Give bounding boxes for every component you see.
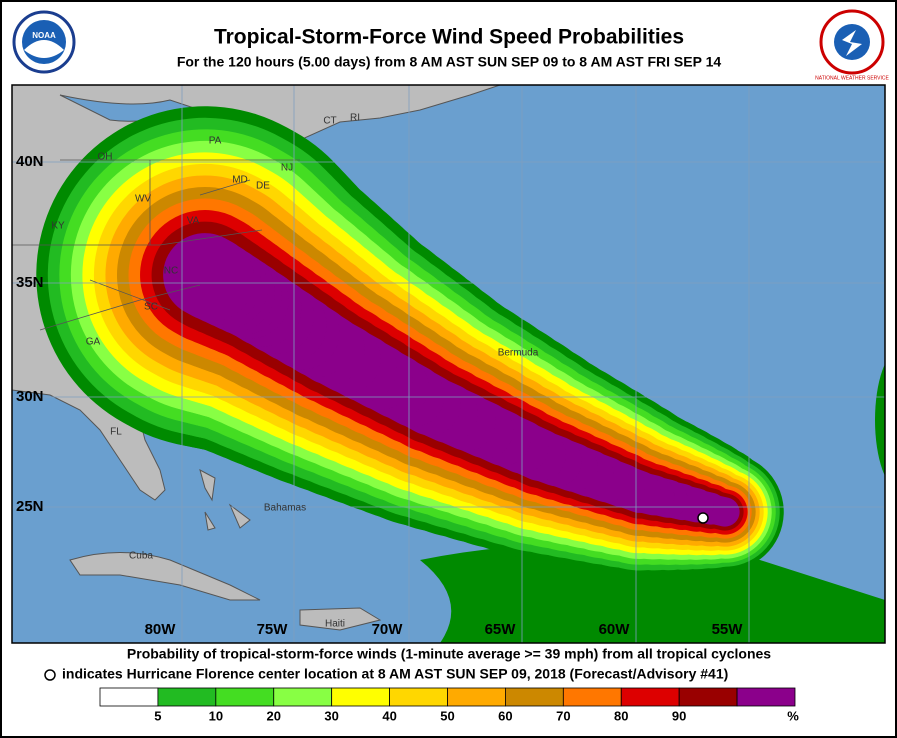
legend-tick: 5 xyxy=(154,708,161,723)
place-label: OH xyxy=(98,152,113,163)
place-label: DE xyxy=(256,181,270,192)
lon-label: 70W xyxy=(372,621,404,638)
place-labels: OH PA CT RI NJ MD DE WV VA KY NC SC GA FL Bermuda Baham… xyxy=(51,113,538,630)
legend-swatch xyxy=(562,687,622,707)
title: Tropical-Storm-Force Wind Speed Probabil… xyxy=(214,26,684,49)
place-label: NJ xyxy=(281,163,293,174)
legend-swatch xyxy=(620,687,680,707)
lat-label: 35N xyxy=(16,274,44,291)
east-blob xyxy=(875,364,885,476)
place-label: VA xyxy=(187,216,200,227)
lon-label: 65W xyxy=(485,621,517,638)
legend-tick: 80 xyxy=(614,708,628,723)
place-label: PA xyxy=(209,136,222,147)
legend-swatch xyxy=(447,687,506,707)
legend-swatch xyxy=(331,687,390,707)
lon-label: 55W xyxy=(712,621,744,638)
legend-swatch xyxy=(736,687,796,707)
place-label: FL xyxy=(110,427,122,438)
subtitle: For the 120 hours (5.00 days) from 8 AM … xyxy=(177,54,722,70)
caption-line: Probability of tropical-storm-force wind… xyxy=(127,646,771,662)
legend-swatch xyxy=(99,687,159,707)
legend-unit: % xyxy=(787,708,799,723)
lat-label: 25N xyxy=(16,498,44,515)
legend-tick: 40 xyxy=(382,708,396,723)
place-label: RI xyxy=(350,113,360,124)
legend-swatch xyxy=(273,687,333,707)
lon-label: 80W xyxy=(145,621,177,638)
nws-logo: NATIONAL WEATHER SERVICE xyxy=(815,9,890,81)
place-label: SC xyxy=(144,302,158,313)
center-symbol xyxy=(44,669,56,681)
place-label: Haiti xyxy=(325,619,345,630)
probability-bands xyxy=(36,106,885,643)
place-label: MD xyxy=(232,175,248,186)
place-label: Bermuda xyxy=(498,348,539,359)
band-piece xyxy=(163,233,255,322)
legend-swatch xyxy=(505,687,564,707)
map: OH PA CT RI NJ MD DE WV VA KY NC SC GA FL Bermuda Baham… xyxy=(12,85,885,643)
noaa-logo: NOAA xyxy=(12,10,76,74)
lon-label: 60W xyxy=(599,621,631,638)
legend: 5 10 20 30 40 50 60 70 80 90% xyxy=(99,687,799,723)
legend-swatch xyxy=(215,687,275,707)
legend-tick: 60 xyxy=(498,708,512,723)
storm-center xyxy=(697,512,709,524)
lon-label: 75W xyxy=(257,621,289,638)
graticule xyxy=(12,85,885,643)
logo-text: NATIONAL WEATHER SERVICE xyxy=(815,75,889,81)
legend-tick: 30 xyxy=(324,708,338,723)
legend-tick: 20 xyxy=(267,708,281,723)
place-label: NC xyxy=(164,266,178,277)
lat-label: 30N xyxy=(16,388,44,405)
legend-swatch xyxy=(389,687,448,707)
lat-label: 40N xyxy=(16,153,44,170)
legend-swatch xyxy=(678,687,738,707)
legend-swatch xyxy=(157,687,217,707)
place-label: KY xyxy=(51,221,65,232)
caption-line: indicates Hurricane Florence center loca… xyxy=(62,666,728,682)
place-label: Bahamas xyxy=(264,503,306,514)
state-borders xyxy=(12,159,300,331)
legend-tick: 90 xyxy=(672,708,686,723)
place-label: Cuba xyxy=(129,551,153,562)
legend-tick: 10 xyxy=(209,708,223,723)
axis-labels: 40N 35N 30N 25N 80W 75W 70W 65W 60W 55W xyxy=(16,153,743,638)
map-border xyxy=(11,84,886,644)
legend-tick: 50 xyxy=(440,708,454,723)
logo-text: NOAA xyxy=(32,31,56,40)
place-label: GA xyxy=(86,337,101,348)
place-label: WV xyxy=(135,194,151,205)
legend-tick: 70 xyxy=(556,708,570,723)
place-label: CT xyxy=(323,116,336,127)
tail xyxy=(420,544,885,643)
